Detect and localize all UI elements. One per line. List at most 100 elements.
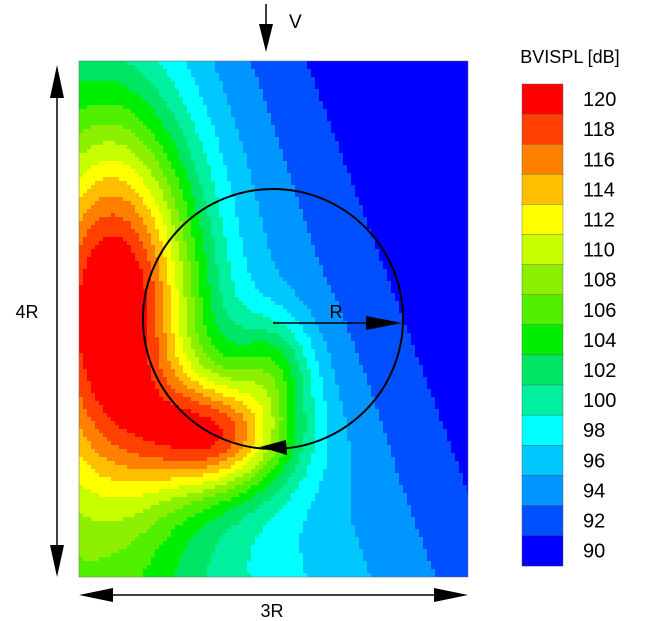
contour-cell: [291, 213, 296, 218]
contour-cell: [447, 225, 452, 230]
contour-cell: [267, 69, 272, 74]
contour-cell: [127, 69, 132, 74]
contour-cell: [407, 261, 412, 266]
contour-cell: [375, 213, 380, 218]
contour-cell: [119, 89, 124, 94]
contour-cell: [367, 101, 372, 106]
contour-cell: [451, 193, 456, 198]
contour-cell: [267, 181, 272, 186]
contour-cell: [275, 209, 280, 214]
contour-cell: [87, 117, 92, 122]
contour-cell: [123, 229, 128, 234]
contour-cell: [139, 181, 144, 186]
contour-cell: [267, 165, 272, 170]
contour-cell: [115, 221, 120, 226]
contour-cell: [183, 85, 188, 90]
contour-cell: [135, 157, 140, 162]
contour-cell: [103, 205, 108, 210]
contour-cell: [239, 241, 244, 246]
contour-cell: [263, 193, 268, 198]
contour-cell: [351, 229, 356, 234]
contour-cell: [391, 121, 396, 126]
contour-cell: [395, 157, 400, 162]
contour-cell: [167, 113, 172, 118]
contour-cell: [215, 109, 220, 114]
contour-cell: [211, 117, 216, 122]
contour-cell: [467, 141, 468, 146]
contour-cell: [91, 257, 96, 262]
contour-cell: [175, 77, 180, 82]
contour-cell: [331, 253, 336, 258]
contour-cell: [107, 237, 112, 242]
contour-cell: [215, 81, 220, 86]
contour-cell: [239, 93, 244, 98]
contour-cell: [131, 149, 136, 154]
contour-cell: [423, 93, 428, 98]
contour-cell: [191, 249, 196, 254]
contour-cell: [283, 257, 288, 262]
contour-cell: [311, 233, 316, 238]
contour-cell: [151, 241, 156, 246]
contour-cell: [235, 229, 240, 234]
contour-cell: [103, 129, 108, 134]
contour-cell: [295, 89, 300, 94]
contour-cell: [367, 69, 372, 74]
contour-cell: [423, 249, 428, 254]
contour-cell: [255, 237, 260, 242]
contour-cell: [467, 89, 468, 94]
contour-cell: [267, 137, 272, 142]
contour-cell: [327, 225, 332, 230]
contour-cell: [427, 177, 432, 182]
contour-cell: [411, 125, 416, 130]
contour-cell: [323, 225, 328, 230]
contour-cell: [319, 209, 324, 214]
contour-cell: [291, 73, 296, 78]
contour-cell: [367, 257, 372, 262]
contour-cell: [207, 117, 212, 122]
contour-cell: [443, 181, 448, 186]
contour-cell: [203, 209, 208, 214]
contour-cell: [207, 217, 212, 222]
contour-cell: [95, 129, 100, 134]
contour-cell: [295, 249, 300, 254]
contour-cell: [251, 97, 256, 102]
contour-cell: [183, 81, 188, 86]
contour-cell: [395, 249, 400, 254]
contour-cell: [267, 157, 272, 162]
contour-cell: [223, 89, 228, 94]
contour-cell: [147, 81, 152, 86]
contour-cell: [415, 145, 420, 150]
contour-cell: [431, 109, 436, 114]
contour-cell: [231, 197, 236, 202]
contour-cell: [287, 165, 292, 170]
contour-cell: [203, 81, 208, 86]
contour-cell: [307, 245, 312, 250]
contour-cell: [299, 117, 304, 122]
contour-cell: [431, 149, 436, 154]
contour-cell: [263, 181, 268, 186]
contour-cell: [139, 101, 144, 106]
contour-cell: [107, 109, 112, 114]
contour-cell: [151, 257, 156, 262]
contour-cell: [91, 141, 96, 146]
contour-cell: [259, 237, 264, 242]
contour-cell: [391, 113, 396, 118]
contour-cell: [419, 61, 424, 66]
contour-cell: [183, 169, 188, 174]
contour-cell: [379, 89, 384, 94]
contour-cell: [223, 73, 228, 78]
contour-cell: [231, 201, 236, 206]
contour-cell: [447, 217, 452, 222]
contour-cell: [95, 213, 100, 218]
contour-cell: [367, 153, 372, 158]
contour-cell: [167, 261, 172, 266]
contour-cell: [127, 129, 132, 134]
contour-cell: [459, 245, 464, 250]
contour-cell: [203, 129, 208, 134]
contour-cell: [159, 205, 164, 210]
contour-cell: [99, 109, 104, 114]
contour-cell: [187, 225, 192, 230]
contour-cell: [207, 93, 212, 98]
contour-cell: [363, 205, 368, 210]
contour-cell: [371, 197, 376, 202]
